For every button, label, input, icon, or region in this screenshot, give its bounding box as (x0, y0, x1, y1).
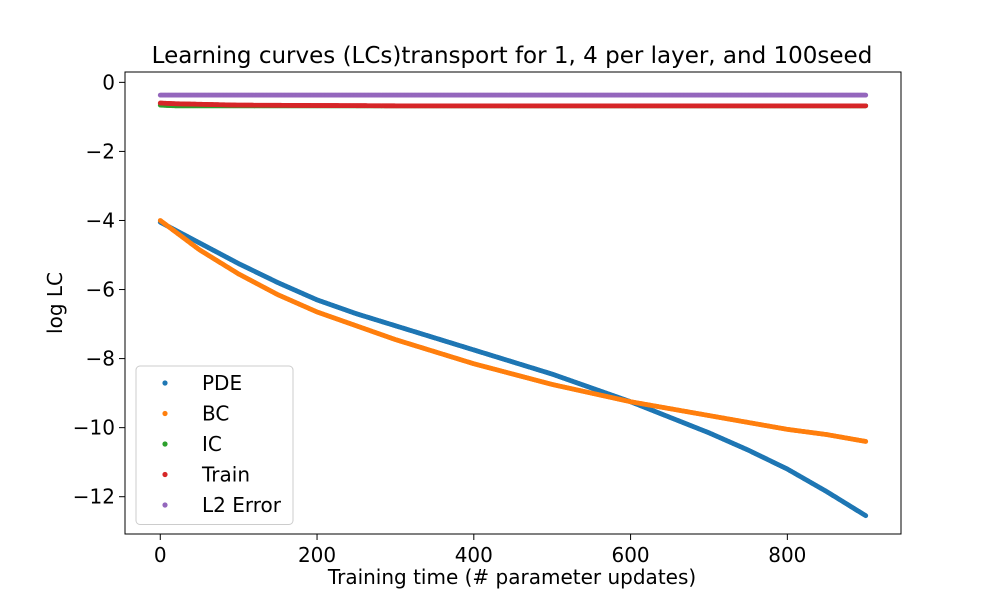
y-tick-label: −8 (86, 347, 115, 371)
legend-marker (162, 441, 168, 447)
data-point (863, 513, 869, 519)
legend: PDE BC IC Train L2 Error (135, 365, 294, 525)
x-tick-label: 400 (455, 543, 493, 567)
y-tick-label: −10 (73, 416, 115, 440)
series-train (157, 100, 869, 109)
y-tick-label: −4 (86, 208, 115, 232)
legend-marker (162, 410, 168, 417)
series-bc (157, 218, 869, 444)
series-layer (157, 92, 869, 519)
y-axis-ticks: 0 −2 −4 −6 −8 −10 −12 (73, 70, 125, 509)
y-tick-label: −6 (86, 278, 115, 302)
x-axis-ticks: 0 200 400 600 800 (154, 534, 806, 567)
legend-marker (162, 471, 168, 478)
series-l2-error (157, 92, 869, 98)
legend-label: BC (202, 402, 229, 426)
x-tick-label: 800 (768, 543, 806, 567)
legend-label: IC (202, 432, 222, 456)
chart-title: Learning curves (LCs)transport for 1, 4 … (152, 43, 873, 69)
x-tick-label: 0 (154, 543, 167, 567)
legend-label: PDE (202, 371, 242, 395)
data-point (863, 439, 869, 444)
data-point (863, 92, 869, 98)
x-tick-label: 600 (611, 543, 649, 567)
legend-box (135, 365, 294, 525)
data-point (863, 103, 869, 109)
x-axis-label: Training time (# parameter updates) (327, 565, 696, 589)
y-tick-label: −12 (73, 485, 115, 509)
legend-marker (162, 502, 168, 508)
y-axis-label: log LC (43, 272, 67, 334)
y-tick-label: −2 (86, 139, 115, 163)
legend-label: Train (201, 463, 250, 487)
x-tick-label: 200 (298, 543, 336, 567)
plot-frame (124, 71, 902, 535)
legend-label: L2 Error (202, 493, 282, 517)
legend-marker (162, 380, 168, 386)
y-tick-label: 0 (102, 70, 115, 94)
series-pde (157, 219, 869, 519)
